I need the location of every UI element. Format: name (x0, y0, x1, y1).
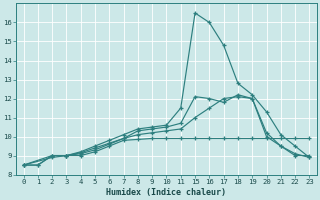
X-axis label: Humidex (Indice chaleur): Humidex (Indice chaleur) (107, 188, 227, 197)
